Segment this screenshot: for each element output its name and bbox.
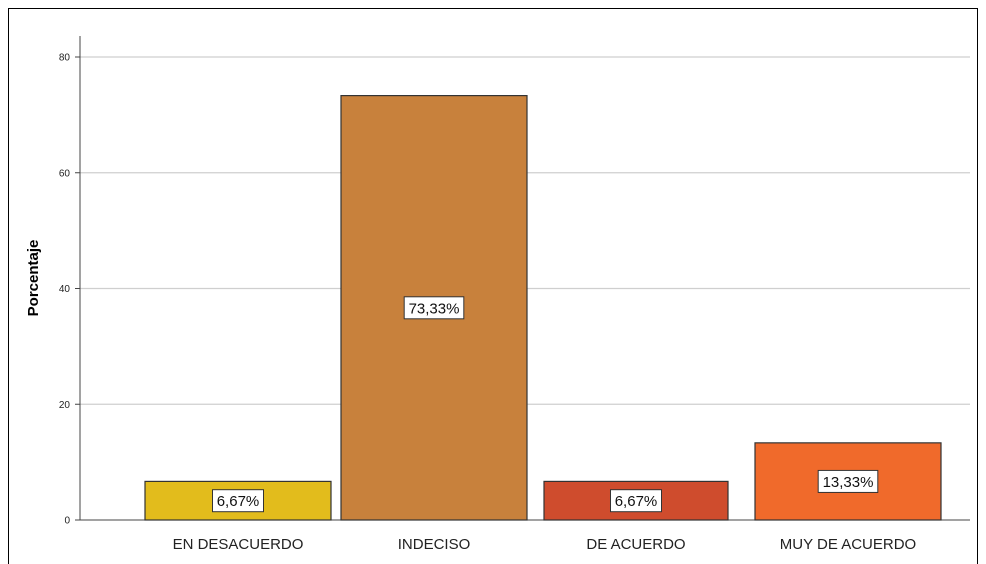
category-label: DE ACUERDO: [586, 536, 685, 553]
data-label: 13,33%: [817, 469, 879, 493]
data-label: 6,67%: [610, 489, 662, 513]
y-tick-label: 40: [59, 284, 71, 295]
bars: [144, 95, 942, 521]
data-label: 73,33%: [403, 296, 465, 320]
y-tick-label: 20: [59, 400, 71, 411]
category-labels: EN DESACUERDO INDECISO DE ACUERDO MUY DE AC…: [173, 536, 917, 553]
category-label: MUY DE ACUERDO: [780, 536, 916, 553]
data-label-text: 73,33%: [409, 300, 460, 317]
data-label-text: 13,33%: [823, 474, 874, 491]
data-label-box: [817, 469, 879, 493]
data-label-box: [403, 296, 465, 320]
data-labels: 6,67% 73,33% 6,67% 13,33%: [212, 296, 879, 513]
data-label-text: 6,67%: [615, 493, 658, 510]
category-label: INDECISO: [398, 536, 471, 553]
data-label: 6,67%: [212, 489, 264, 513]
y-tick-label: 0: [64, 516, 70, 527]
data-label-text: 6,67%: [217, 493, 260, 510]
y-axis-label: Porcentaje: [25, 240, 42, 317]
data-label-box: [610, 489, 662, 513]
y-tick-label: 80: [59, 53, 71, 64]
y-tick-label: 60: [59, 168, 71, 179]
data-label-box: [212, 489, 264, 513]
y-axis-ticks: 0 20 40 60 80: [59, 53, 80, 527]
category-label: EN DESACUERDO: [173, 536, 304, 553]
